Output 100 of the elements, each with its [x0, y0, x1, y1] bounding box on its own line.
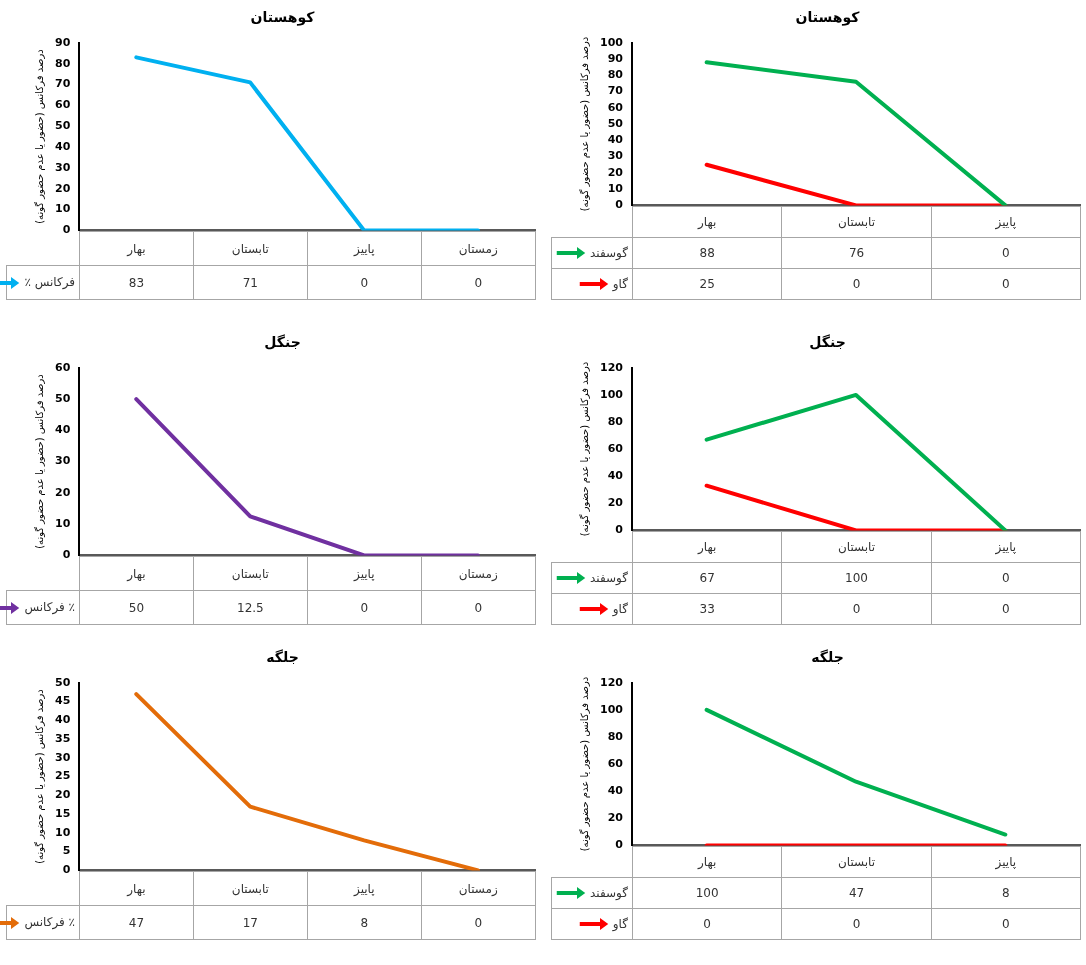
y-tick-label: 100 — [599, 387, 624, 401]
data-label: 0 — [931, 593, 1081, 625]
y-axis-title: درصد فرکانس (حضور یا عدم حضور گونه) — [33, 374, 45, 549]
y-tick-label: 0 — [62, 223, 71, 237]
y-tick-label: 0 — [615, 838, 624, 852]
y-tick-label: 40 — [55, 713, 71, 727]
y-tick-label: 0 — [62, 548, 71, 562]
data-label: 100 — [781, 562, 932, 594]
chart-title: کوهستان — [250, 9, 316, 27]
y-tick-label: 60 — [607, 100, 624, 114]
y-tick-label: 50 — [55, 391, 71, 405]
legend-label: گوسفند — [590, 885, 628, 900]
chart-title: جلگه — [266, 649, 299, 666]
y-tick-label: 70 — [55, 77, 71, 91]
y-tick-label: 25 — [55, 769, 71, 783]
y-tick-label: 40 — [55, 423, 71, 437]
y-tick-label: 40 — [607, 469, 624, 483]
y-tick-label: 30 — [55, 454, 71, 468]
x-tick-label: تابستان — [193, 231, 308, 266]
legend-label: گاو — [612, 916, 628, 931]
data-label: 17 — [193, 905, 308, 940]
x-tick-label: پاییز — [931, 206, 1081, 238]
y-tick-label: 20 — [607, 811, 624, 825]
legend-label: گاو — [612, 601, 628, 616]
legend-label: ٪ فرکانس — [24, 600, 75, 615]
y-tick-label: 30 — [607, 149, 624, 163]
y-axis-title: درصد فرکانس (حضور یا عدم حضور گونه) — [578, 361, 590, 537]
y-tick-label: 35 — [55, 731, 71, 745]
x-tick-label: بهار — [79, 231, 194, 266]
y-tick-label: 100 — [599, 35, 624, 49]
data-label: 76 — [781, 237, 932, 269]
data-label: 47 — [781, 877, 932, 909]
y-tick-label: 100 — [599, 702, 624, 716]
y-tick-label: 60 — [607, 756, 624, 770]
data-label: 47 — [79, 905, 194, 940]
y-tick-label: 0 — [615, 198, 624, 212]
data-label: 88 — [632, 237, 782, 269]
data-label: 71 — [193, 265, 308, 300]
y-tick-label: 120 — [599, 675, 624, 689]
y-tick-label: 20 — [55, 788, 71, 802]
y-tick-label: 50 — [55, 675, 71, 689]
x-tick-label: پاییز — [307, 871, 422, 906]
y-tick-label: 40 — [55, 139, 71, 153]
x-tick-label: پاییز — [307, 556, 422, 591]
data-label: 8 — [307, 905, 422, 940]
y-tick-label: 20 — [55, 181, 71, 195]
data-label: 33 — [632, 593, 782, 625]
y-tick-label: 60 — [55, 98, 71, 112]
data-label: 0 — [421, 265, 536, 300]
x-tick-label: پاییز — [931, 531, 1081, 563]
x-tick-label: تابستان — [193, 556, 308, 591]
data-label: 0 — [421, 590, 536, 625]
y-tick-label: 10 — [55, 202, 71, 216]
y-tick-label: 90 — [55, 35, 71, 49]
y-tick-label: 120 — [599, 360, 624, 374]
data-label: 0 — [781, 268, 932, 300]
y-tick-label: 5 — [62, 844, 71, 858]
legend-label: گوسفند — [590, 245, 628, 260]
y-tick-label: 20 — [607, 165, 624, 179]
data-label: 8 — [931, 877, 1081, 909]
x-tick-label: زمستان — [421, 556, 536, 591]
data-label: 0 — [421, 905, 536, 940]
y-axis-title: درصد فرکانس (حضور یا عدم حضور گونه) — [578, 36, 590, 212]
y-tick-label: 50 — [55, 119, 71, 133]
data-label: 67 — [632, 562, 782, 594]
data-label: 0 — [931, 268, 1081, 300]
y-axis-title: درصد فرکانس (حضور یا عدم حضور گونه) — [33, 689, 45, 864]
y-tick-label: 0 — [62, 863, 71, 877]
x-tick-label: بهار — [632, 206, 782, 238]
y-tick-label: 40 — [607, 133, 624, 147]
y-tick-label: 40 — [607, 784, 624, 798]
data-label: 0 — [781, 908, 932, 940]
x-tick-label: پاییز — [931, 846, 1081, 878]
x-tick-label: بهار — [632, 531, 782, 563]
legend-label: فرکانس ٪ — [24, 275, 75, 290]
legend-label: گوسفند — [590, 570, 628, 585]
data-label: 0 — [931, 908, 1081, 940]
x-tick-label: زمستان — [421, 871, 536, 906]
y-tick-label: 80 — [607, 414, 624, 428]
chart-title: کوهستان — [795, 9, 861, 27]
x-tick-label: تابستان — [781, 846, 932, 878]
x-tick-label: پاییز — [307, 231, 422, 266]
y-tick-label: 20 — [55, 485, 71, 499]
y-tick-label: 30 — [55, 750, 71, 764]
y-tick-label: 70 — [607, 84, 624, 98]
y-tick-label: 80 — [607, 729, 624, 743]
x-tick-label: بهار — [632, 846, 782, 878]
y-tick-label: 20 — [607, 496, 624, 510]
x-tick-label: تابستان — [193, 871, 308, 906]
data-label: 0 — [781, 593, 932, 625]
y-tick-label: 10 — [607, 182, 624, 195]
x-tick-label: بهار — [79, 871, 194, 906]
chart-title: جنگل — [809, 334, 846, 351]
x-tick-label: تابستان — [781, 206, 932, 238]
x-tick-label: زمستان — [421, 231, 536, 266]
y-tick-label: 10 — [55, 825, 71, 839]
legend-label: ٪ فرکانس — [24, 915, 75, 930]
legend-label: گاو — [612, 276, 628, 291]
data-label: 12.5 — [193, 590, 308, 625]
chart-title: جلگه — [811, 649, 844, 666]
